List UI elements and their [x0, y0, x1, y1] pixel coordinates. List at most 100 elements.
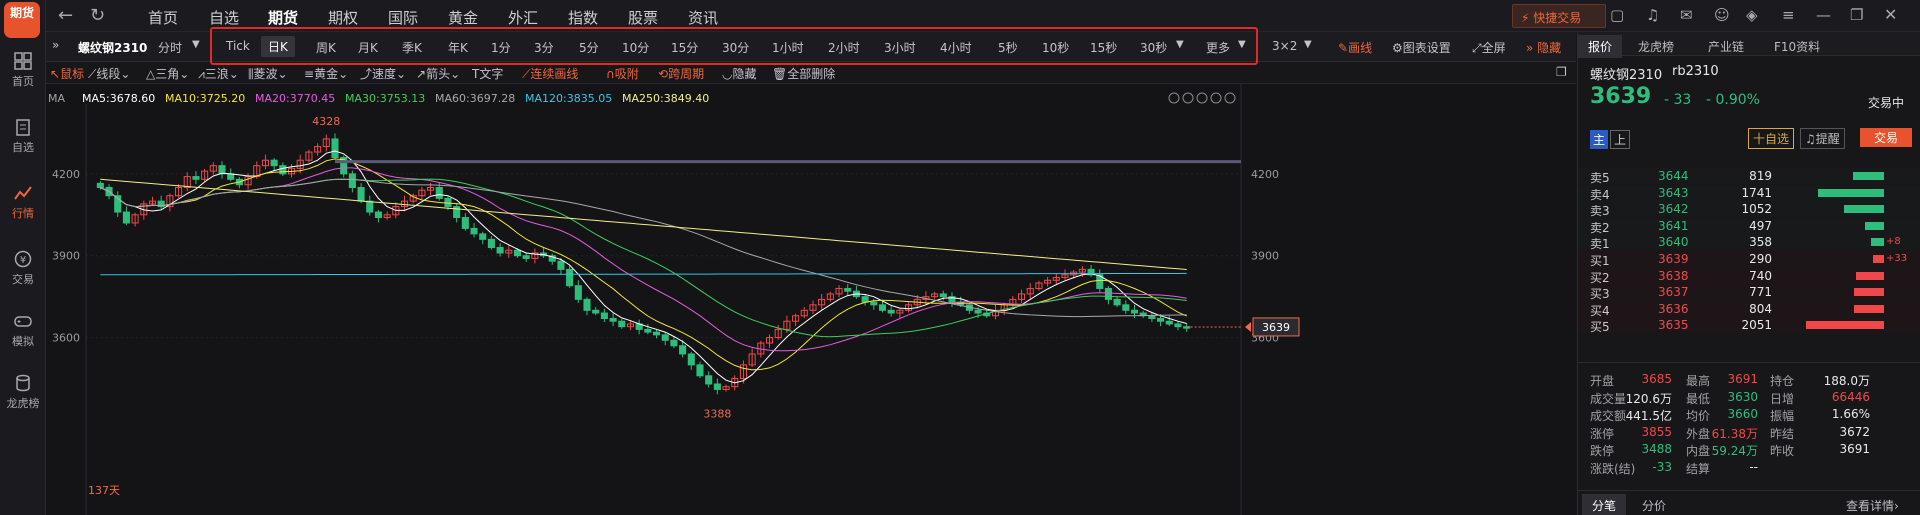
trade-button[interactable]: 交易	[1860, 128, 1913, 147]
chevron-down-icon[interactable]: ▼	[192, 39, 200, 50]
nav-dragon-tiger[interactable]: 龙虎榜	[0, 374, 46, 411]
ask-level[interactable]: 卖5 3644 819	[1578, 168, 1920, 185]
nav-simulate[interactable]: 模拟	[0, 312, 46, 349]
topnav-news[interactable]: 资讯	[688, 9, 719, 27]
period-weekly[interactable]: 周K	[316, 41, 336, 55]
nav-trade[interactable]: ¥ 交易	[0, 250, 46, 287]
timeshare-button[interactable]: 分时	[158, 41, 183, 55]
period-10m[interactable]: 10分	[622, 41, 650, 55]
alert-button[interactable]: ♫提醒	[1800, 128, 1845, 149]
bid-level[interactable]: 买3 3637 771	[1578, 284, 1920, 301]
tool-diamond-wave[interactable]: ⫼菱波⌄	[248, 67, 288, 81]
period-15m[interactable]: 15分	[671, 41, 699, 55]
back-arrow-icon[interactable]: ←	[58, 5, 74, 26]
tool-hide[interactable]: ◡隐藏	[722, 67, 757, 81]
chevron-down-icon[interactable]: ▼	[1238, 39, 1246, 50]
ask-level[interactable]: 卖4 3643 1741	[1578, 184, 1920, 202]
refresh-icon[interactable]: ↻	[90, 5, 106, 26]
tool-mouse[interactable]: ↖鼠标	[50, 67, 85, 81]
menu-icon[interactable]: ≡	[1782, 6, 1795, 24]
tool-segment[interactable]: ⟋线段⌄	[88, 67, 131, 81]
minimize-icon[interactable]: —	[1816, 6, 1831, 24]
chart-settings-button[interactable]: ⚙图表设置	[1392, 39, 1451, 56]
fullscreen-button[interactable]: ⤢全屏	[1472, 39, 1506, 56]
tool-delete-all[interactable]: 🗑全部删除	[772, 67, 836, 81]
topnav-index[interactable]: 指数	[568, 9, 599, 27]
zoom-in-icon[interactable]	[1196, 92, 1208, 104]
restore-icon[interactable]: ❐	[1850, 6, 1864, 24]
bid-level[interactable]: 买5 3635 2051	[1578, 317, 1920, 334]
period-3m[interactable]: 3分	[534, 41, 554, 55]
symbol-label[interactable]: 螺纹钢2310	[78, 41, 148, 55]
collapse-icon[interactable]: »	[52, 38, 60, 52]
period-daily[interactable]: 日K	[261, 36, 295, 57]
hide-button[interactable]: » 隐藏	[1526, 39, 1561, 56]
ask-level[interactable]: 卖2 3641 497	[1578, 217, 1920, 235]
topnav-home[interactable]: 首页	[148, 9, 179, 27]
period-1m[interactable]: 1分	[491, 41, 511, 55]
tab-f10[interactable]: F10资料	[1774, 40, 1821, 54]
screen-icon[interactable]: ▢	[1610, 6, 1625, 24]
tab-quote[interactable]: 报价	[1578, 35, 1623, 58]
bid-level[interactable]: 买2 3638 740	[1578, 267, 1920, 285]
copy-icon[interactable]: ❐	[1556, 65, 1567, 79]
reset-zoom-icon[interactable]	[1210, 92, 1222, 104]
tool-arrow[interactable]: ↗箭头⌄	[416, 67, 461, 81]
view-detail-link[interactable]: 查看详情›	[1846, 499, 1899, 513]
tool-snap[interactable]: ∩吸附	[606, 67, 639, 81]
ask-level[interactable]: 卖1 3640 358 +8	[1578, 234, 1920, 251]
chevron-down-icon[interactable]: ▼	[1304, 39, 1312, 50]
tool-three-wave[interactable]: ⩘三浪⌄	[198, 67, 239, 81]
period-5m[interactable]: 5分	[579, 41, 599, 55]
draw-button[interactable]: ✎画线	[1338, 39, 1372, 56]
add-watchlist-button[interactable]: 十自选	[1748, 128, 1795, 149]
period-monthly[interactable]: 月K	[358, 41, 378, 55]
bid-level[interactable]: 买1 3639 290 +33	[1578, 251, 1920, 268]
undo-icon[interactable]	[1168, 92, 1180, 104]
tool-cross-period[interactable]: ⟲跨周期	[658, 67, 705, 81]
period-tick[interactable]: Tick	[226, 39, 250, 53]
layout-button[interactable]: 3×2	[1272, 39, 1298, 53]
shirt-icon[interactable]: ◈	[1746, 6, 1758, 24]
zoom-out-icon[interactable]	[1182, 92, 1194, 104]
period-15s[interactable]: 15秒	[1090, 41, 1118, 55]
period-5s[interactable]: 5秒	[998, 41, 1018, 55]
tab-industry-chain[interactable]: 产业链	[1708, 40, 1745, 54]
tool-text[interactable]: T文字	[472, 67, 504, 81]
close-icon[interactable]: ✕	[1884, 5, 1898, 24]
bid-level[interactable]: 买4 3636 804	[1578, 300, 1920, 318]
period-1h[interactable]: 1小时	[772, 41, 804, 55]
chart-gear-icon[interactable]	[1224, 92, 1236, 104]
topnav-options[interactable]: 期权	[328, 9, 359, 27]
period-30m[interactable]: 30分	[722, 41, 750, 55]
nav-home[interactable]: 首页	[0, 52, 46, 89]
period-30s[interactable]: 30秒	[1140, 41, 1168, 55]
tool-triangle[interactable]: △三角⌄	[146, 67, 190, 81]
topnav-forex[interactable]: 外汇	[508, 9, 539, 27]
ask-level[interactable]: 卖3 3642 1052	[1578, 201, 1920, 218]
tab-dragon-tiger[interactable]: 龙虎榜	[1638, 40, 1675, 54]
mail-icon[interactable]: ✉	[1680, 6, 1693, 24]
bell-icon[interactable]: ♫	[1646, 6, 1660, 24]
topnav-watchlist[interactable]: 自选	[209, 9, 240, 27]
tool-golden[interactable]: ≡黄金⌄	[304, 67, 349, 81]
tab-tick[interactable]: 分笔	[1582, 494, 1627, 515]
period-2h[interactable]: 2小时	[828, 41, 860, 55]
topnav-gold[interactable]: 黄金	[448, 9, 479, 27]
app-logo[interactable]: 期货	[4, 2, 40, 38]
quick-trade-button[interactable]: ⚡ 快捷交易	[1512, 4, 1606, 28]
period-4h[interactable]: 4小时	[940, 41, 972, 55]
period-yearly[interactable]: 年K	[448, 41, 468, 55]
nav-watchlist[interactable]: 自选	[0, 118, 46, 155]
tool-speed[interactable]: ⤴速度⌄	[360, 67, 407, 81]
tab-price-dist[interactable]: 分价	[1642, 499, 1667, 513]
tool-continuous-draw[interactable]: ⟋连续画线	[522, 67, 579, 81]
topnav-futures[interactable]: 期货	[268, 9, 299, 35]
period-10s[interactable]: 10秒	[1042, 41, 1070, 55]
chevron-down-icon[interactable]: ▼	[1176, 39, 1184, 50]
more-button[interactable]: 更多	[1206, 41, 1231, 55]
nav-market[interactable]: 行情	[0, 184, 46, 221]
period-3h[interactable]: 3小时	[884, 41, 916, 55]
user-icon[interactable]: ☺	[1714, 6, 1730, 24]
